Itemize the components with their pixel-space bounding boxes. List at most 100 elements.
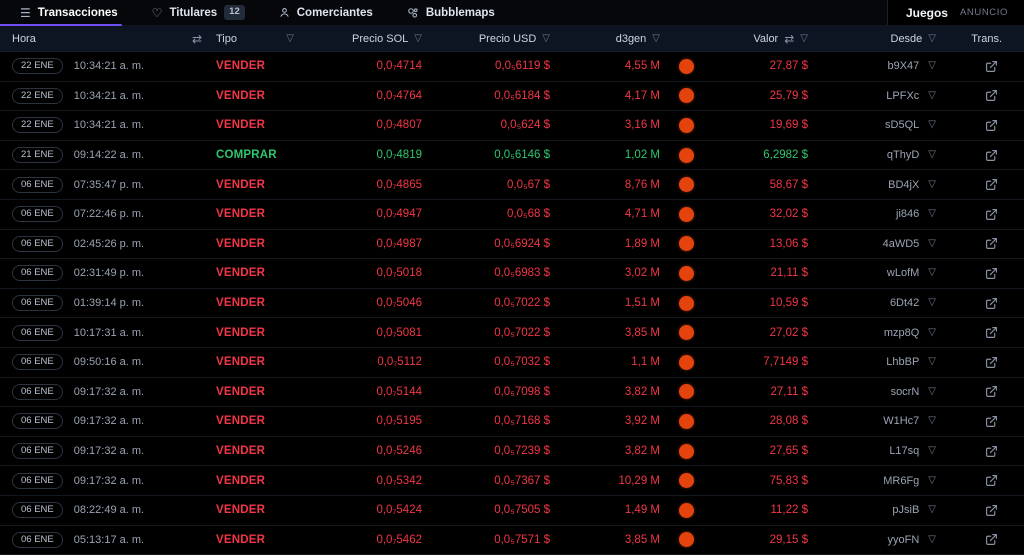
tab-titulares[interactable]: ♡ Titulares 12 <box>148 0 249 25</box>
maker-address: qThyD <box>886 149 920 162</box>
external-link-icon[interactable] <box>985 267 998 280</box>
price-usd-value: 0,0₅6924 $ <box>494 237 550 250</box>
external-link-icon[interactable] <box>985 415 998 428</box>
external-link-icon[interactable] <box>985 119 998 132</box>
trade-type: VENDER <box>216 474 266 487</box>
trade-type: VENDER <box>216 267 266 280</box>
date-badge: 22 ENE <box>12 58 63 75</box>
d3gen-amount: 3,02 M <box>624 267 660 280</box>
funnel-filter-icon[interactable]: ▽ <box>414 32 422 44</box>
funnel-filter-icon[interactable]: ▽ <box>928 237 936 249</box>
token-icon <box>678 265 694 281</box>
valor-value: 28,08 $ <box>769 415 808 428</box>
external-link-icon[interactable] <box>985 60 998 73</box>
external-link-icon[interactable] <box>985 326 998 339</box>
funnel-filter-icon[interactable]: ▽ <box>652 32 660 44</box>
price-usd-value: 0,0₅7098 $ <box>494 385 550 398</box>
price-sol-value: 0,0₇5081 <box>376 326 422 339</box>
external-link-icon[interactable] <box>985 237 998 250</box>
external-link-icon[interactable] <box>985 533 998 546</box>
price-sol-value: 0,0₇5462 <box>376 533 422 546</box>
valor-value: 11,22 $ <box>770 504 808 517</box>
juegos-ad-banner[interactable]: Juegos ANUNCIO <box>886 0 1024 25</box>
table-row: 06 ENE 09:17:32 a. m. VENDER 0,0₇5342 0,… <box>0 466 1024 496</box>
time-text: 09:17:32 a. m. <box>73 385 145 398</box>
token-icon <box>678 384 694 400</box>
price-sol-value: 0,0₇4987 <box>376 237 422 250</box>
tab-bubblemaps-label: Bubblemaps <box>425 6 495 19</box>
table-row: 06 ENE 09:17:32 a. m. VENDER 0,0₇5195 0,… <box>0 407 1024 437</box>
trade-type: VENDER <box>216 326 266 339</box>
tab-comerciantes[interactable]: Comerciantes <box>275 0 377 25</box>
funnel-filter-icon[interactable]: ▽ <box>928 149 936 161</box>
funnel-filter-icon[interactable]: ▽ <box>928 415 936 427</box>
date-badge: 06 ENE <box>12 324 63 341</box>
swap-sort-icon[interactable]: ⇄ <box>191 31 202 46</box>
external-link-icon[interactable] <box>985 149 998 162</box>
funnel-filter-icon[interactable]: ▽ <box>928 474 936 486</box>
header-trans: Trans. <box>971 32 1002 45</box>
date-badge: 06 ENE <box>12 413 63 430</box>
funnel-filter-icon[interactable]: ▽ <box>928 208 936 220</box>
price-sol-value: 0,0₇4714 <box>376 60 422 73</box>
funnel-filter-icon[interactable]: ▽ <box>286 32 294 44</box>
date-badge: 06 ENE <box>12 443 63 460</box>
table-row: 21 ENE 09:14:22 a. m. COMPRAR 0,0₇4819 0… <box>0 141 1024 171</box>
funnel-filter-icon[interactable]: ▽ <box>928 89 936 101</box>
external-link-icon[interactable] <box>985 474 998 487</box>
funnel-filter-icon[interactable]: ▽ <box>800 32 808 44</box>
funnel-filter-icon[interactable]: ▽ <box>928 533 936 545</box>
funnel-filter-icon[interactable]: ▽ <box>928 60 936 72</box>
external-link-icon[interactable] <box>985 89 998 102</box>
tab-bubblemaps[interactable]: Bubblemaps <box>403 0 499 25</box>
date-badge: 06 ENE <box>12 206 63 223</box>
tab-transacciones[interactable]: ☰ Transacciones <box>0 0 122 26</box>
trade-type: VENDER <box>216 237 266 250</box>
funnel-filter-icon[interactable]: ▽ <box>928 297 936 309</box>
price-usd-value: 0,0₅7168 $ <box>494 415 550 428</box>
juegos-label: Juegos <box>905 5 948 20</box>
time-text: 10:17:31 a. m. <box>73 326 145 339</box>
maker-address: MR6Fg <box>883 474 920 487</box>
funnel-filter-icon[interactable]: ▽ <box>928 445 936 457</box>
funnel-filter-icon[interactable]: ▽ <box>928 385 936 397</box>
d3gen-amount: 3,85 M <box>624 326 660 339</box>
swap-sort-icon[interactable]: ⇄ <box>784 31 795 46</box>
trade-type: VENDER <box>216 119 266 132</box>
header-d3gen: d3gen <box>615 32 647 45</box>
d3gen-amount: 1,1 M <box>631 356 660 369</box>
trade-type: VENDER <box>216 356 266 369</box>
price-sol-value: 0,0₇5018 <box>376 267 422 280</box>
maker-address: yyoFN <box>887 533 920 546</box>
external-link-icon[interactable] <box>985 445 998 458</box>
funnel-filter-icon[interactable]: ▽ <box>542 32 550 44</box>
external-link-icon[interactable] <box>985 385 998 398</box>
price-usd-value: 0,0₅7022 $ <box>494 297 550 310</box>
external-link-icon[interactable] <box>985 208 998 221</box>
funnel-filter-icon[interactable]: ▽ <box>928 504 936 516</box>
valor-value: 27,87 $ <box>769 60 808 73</box>
price-sol-value: 0,0₇4807 <box>376 119 422 132</box>
header-tipo: Tipo <box>216 32 237 45</box>
funnel-filter-icon[interactable]: ▽ <box>928 267 936 279</box>
maker-address: L17sq <box>889 445 920 458</box>
valor-value: 32,02 $ <box>769 208 808 221</box>
date-badge: 06 ENE <box>12 354 63 371</box>
external-link-icon[interactable] <box>985 178 998 191</box>
funnel-filter-icon[interactable]: ▽ <box>928 119 936 131</box>
date-badge: 06 ENE <box>12 472 63 489</box>
funnel-filter-icon[interactable]: ▽ <box>928 356 936 368</box>
external-link-icon[interactable] <box>985 504 998 517</box>
external-link-icon[interactable] <box>985 356 998 369</box>
funnel-filter-icon[interactable]: ▽ <box>928 32 936 44</box>
header-valor: Valor <box>753 32 779 45</box>
external-link-icon[interactable] <box>985 297 998 310</box>
token-icon <box>678 502 694 518</box>
time-text: 08:22:49 a. m. <box>73 504 145 517</box>
funnel-filter-icon[interactable]: ▽ <box>928 178 936 190</box>
price-sol-value: 0,0₇5144 <box>376 385 422 398</box>
token-icon <box>678 443 694 459</box>
funnel-filter-icon[interactable]: ▽ <box>928 326 936 338</box>
token-icon <box>678 354 694 370</box>
table-row: 06 ENE 09:50:16 a. m. VENDER 0,0₇5112 0,… <box>0 348 1024 378</box>
